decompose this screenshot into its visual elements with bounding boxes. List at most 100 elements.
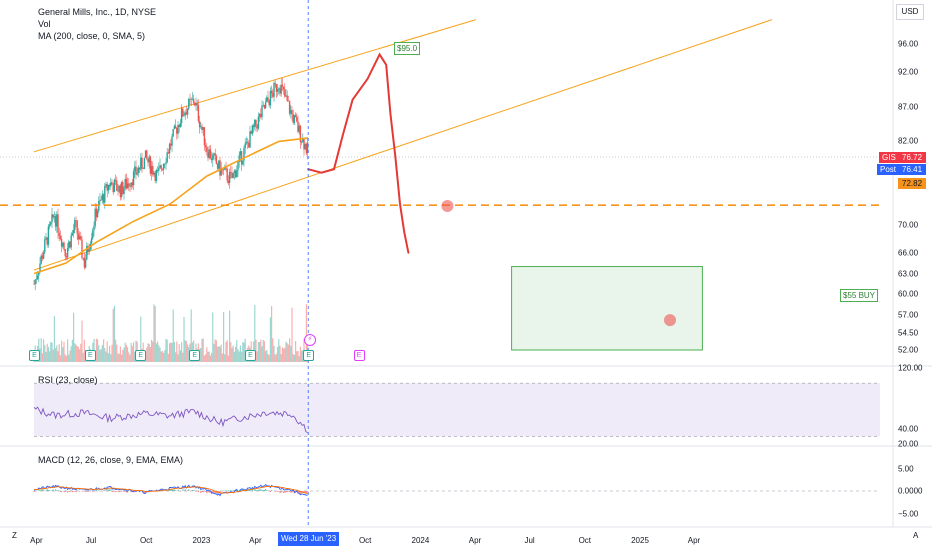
price-tick-label: 96.00 <box>898 39 919 49</box>
volume-bar <box>67 339 69 362</box>
candle-body <box>203 127 206 146</box>
volume-bar <box>205 354 207 362</box>
candle-body <box>200 126 202 128</box>
candle-body <box>99 199 101 202</box>
volume-bar <box>259 342 261 362</box>
price-tick-label: 52.00 <box>898 345 919 355</box>
projection-line[interactable] <box>307 52 410 254</box>
candle-body <box>174 125 177 129</box>
candle-body <box>294 115 297 118</box>
earnings-marker[interactable]: E <box>303 350 315 361</box>
volume-bars <box>33 304 309 362</box>
marker-dots[interactable] <box>441 200 676 327</box>
volume-bar <box>213 343 215 362</box>
candle-body <box>279 88 281 94</box>
candle-body <box>59 236 62 240</box>
moving-average-line <box>33 137 309 275</box>
candle-body <box>192 98 195 103</box>
candle-body <box>278 88 280 90</box>
macd-histogram-bar <box>289 491 291 492</box>
macd-tick-label: 0.0000 <box>898 486 923 496</box>
candle-body <box>124 178 126 189</box>
candle-body <box>255 119 257 126</box>
macd-histogram-bar <box>305 491 307 494</box>
volume-bar <box>273 345 275 362</box>
macd-histogram-bar <box>218 491 220 493</box>
candle-body <box>286 95 288 101</box>
future-earnings-marker[interactable]: E <box>353 350 365 361</box>
target-note[interactable]: $95.0 <box>394 42 421 55</box>
buy-zone-rect[interactable] <box>511 266 703 351</box>
dividend-bolt-icon[interactable]: ⚡ <box>304 334 316 346</box>
candle-body <box>291 110 293 115</box>
candle-body <box>88 249 90 252</box>
candle-body <box>167 152 170 154</box>
volume-bar <box>64 354 66 362</box>
candle-body <box>137 167 140 173</box>
candle-body <box>166 152 168 163</box>
price-tick-label: 70.00 <box>898 220 919 230</box>
post-price-tag: 76.41 <box>898 164 927 175</box>
currency-selector[interactable]: USD <box>896 4 924 20</box>
timezone-corner[interactable]: Z <box>12 531 17 540</box>
candle-body <box>154 172 156 181</box>
candle-body <box>248 142 250 148</box>
trend-channel[interactable] <box>33 19 773 271</box>
earnings-marker[interactable]: E <box>135 350 147 361</box>
volume-bar <box>56 345 58 362</box>
candle-body <box>68 241 70 249</box>
buy-note[interactable]: $55 BUY <box>840 289 879 302</box>
volume-bar <box>292 354 294 362</box>
volume-bar <box>207 351 209 362</box>
time-tick-label: Apr <box>468 536 482 545</box>
volume-bar <box>44 345 46 362</box>
candle-body <box>197 105 200 122</box>
candle-body <box>182 108 184 117</box>
price-tick-label: 92.00 <box>898 67 919 77</box>
candle-body <box>246 141 249 143</box>
volume-bar <box>123 347 125 362</box>
volume-bar <box>279 345 281 362</box>
volume-bar <box>269 317 271 362</box>
volume-bar <box>73 312 75 362</box>
macd-histogram-bar <box>130 491 132 493</box>
candle-body <box>282 86 285 90</box>
volume-bar <box>241 351 243 362</box>
candle-body <box>122 181 124 194</box>
volume-bar <box>157 341 159 362</box>
volume-bar <box>226 340 228 362</box>
candle-body <box>168 143 171 154</box>
macd-histogram-bar <box>277 491 279 492</box>
volume-bar <box>271 306 273 362</box>
earnings-marker[interactable]: E <box>245 350 256 361</box>
volume-bar <box>298 355 300 362</box>
macd-histogram-bar <box>59 491 61 492</box>
candle-body <box>266 97 268 103</box>
macd-histogram-bar <box>71 491 73 493</box>
candle-body <box>298 125 300 132</box>
volume-bar <box>183 316 185 362</box>
candle-body <box>238 155 240 162</box>
macd-histogram-bar <box>187 490 189 491</box>
candle-body <box>69 241 71 248</box>
macd-histogram-bar <box>143 491 145 494</box>
macd-histogram-bar <box>52 489 54 491</box>
volume-bar <box>286 343 288 362</box>
earnings-marker[interactable]: E <box>29 350 40 361</box>
macd-histogram-bar <box>98 490 100 491</box>
earnings-marker[interactable]: E <box>84 350 96 361</box>
candle-body <box>264 102 267 109</box>
price-tick-label: 60.00 <box>898 289 919 299</box>
volume-bar <box>267 354 269 362</box>
volume-bar <box>99 349 101 362</box>
earnings-marker[interactable]: E <box>189 350 201 361</box>
volume-bar <box>57 351 59 362</box>
macd-histogram-bar <box>191 490 193 491</box>
candle-body <box>218 160 220 169</box>
volume-bar <box>125 344 127 362</box>
macd-tick-label: 5.00 <box>898 464 914 473</box>
legend-ma: MA (200, close, 0, SMA, 5) <box>38 31 146 41</box>
auto-scale-corner[interactable]: A <box>913 531 919 540</box>
volume-bar <box>122 350 124 362</box>
time-tick-label: 2024 <box>411 536 430 545</box>
